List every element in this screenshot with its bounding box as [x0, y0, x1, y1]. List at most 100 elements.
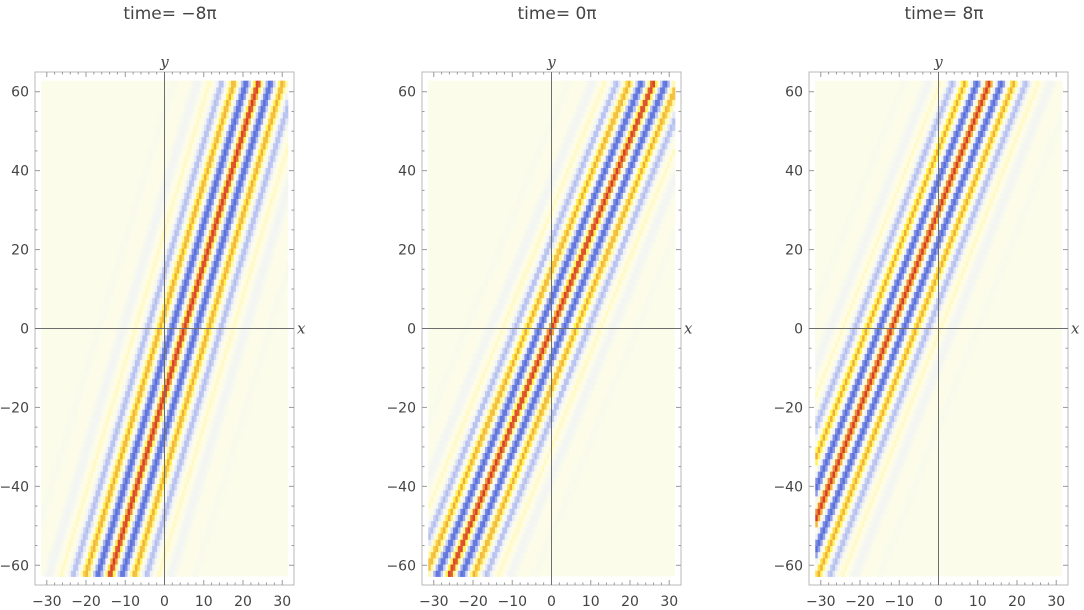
- heatmap-cell: [268, 198, 272, 206]
- heatmap-cell: [218, 303, 222, 311]
- heatmap-cell: [218, 117, 222, 125]
- heatmap-cell: [176, 235, 180, 243]
- heatmap-cell: [176, 285, 180, 292]
- heatmap-cell: [201, 427, 205, 435]
- heatmap-cell: [184, 495, 188, 503]
- heatmap-cell: [127, 247, 131, 255]
- heatmap-cell: [127, 532, 131, 540]
- heatmap-cell: [199, 155, 203, 162]
- heatmap-cell: [250, 291, 254, 299]
- heatmap-cell: [147, 365, 151, 373]
- heatmap-cell: [56, 458, 60, 466]
- heatmap-cell: [115, 415, 119, 423]
- heatmap-cell: [179, 142, 183, 150]
- heatmap-cell: [245, 124, 249, 131]
- heatmap-cell: [248, 309, 252, 317]
- heatmap-cell: [191, 309, 195, 317]
- heatmap-cell: [233, 396, 237, 404]
- heatmap-cell: [162, 136, 166, 144]
- heatmap-cell: [115, 483, 119, 491]
- heatmap-cell: [75, 384, 79, 392]
- heatmap-cell: [149, 520, 153, 528]
- heatmap-cell: [263, 130, 267, 138]
- heatmap-cell: [189, 402, 193, 410]
- heatmap-cell: [147, 539, 151, 546]
- heatmap-cell: [83, 464, 87, 472]
- heatmap-cell: [218, 155, 222, 162]
- heatmap-cell: [233, 297, 237, 305]
- heatmap-cell: [115, 440, 119, 447]
- heatmap-cell: [110, 551, 114, 559]
- heatmap-cell: [120, 291, 124, 299]
- heatmap-cell: [169, 415, 173, 423]
- heatmap-cell: [110, 477, 114, 484]
- heatmap-cell: [164, 508, 168, 515]
- heatmap-cell: [211, 427, 215, 435]
- heatmap-cell: [275, 247, 279, 255]
- heatmap-cell: [120, 563, 124, 571]
- heatmap-cell: [115, 421, 119, 429]
- heatmap-cell: [226, 210, 230, 218]
- heatmap-cell: [125, 452, 129, 460]
- heatmap-cell: [162, 278, 166, 286]
- heatmap-cell: [235, 322, 240, 330]
- heatmap-cell: [127, 551, 131, 559]
- heatmap-cell: [117, 328, 121, 336]
- heatmap-cell: [159, 520, 163, 528]
- heatmap-cell: [250, 86, 254, 94]
- heatmap-cell: [120, 452, 124, 460]
- heatmap-cell: [159, 334, 163, 342]
- heatmap-cell: [105, 415, 109, 423]
- heatmap-cell: [159, 309, 163, 317]
- heatmap-cell: [260, 328, 264, 336]
- heatmap-cell: [127, 495, 131, 503]
- heatmap-cell: [56, 471, 60, 478]
- heatmap-cell: [231, 93, 235, 100]
- heatmap-cell: [194, 384, 198, 392]
- heatmap-cell: [245, 347, 249, 354]
- heatmap-cell: [203, 539, 207, 546]
- heatmap-cell: [194, 291, 198, 299]
- heatmap-cell: [203, 216, 207, 224]
- heatmap-cell: [110, 495, 114, 503]
- heatmap-cell: [275, 130, 279, 138]
- heatmap-cell: [176, 309, 180, 317]
- heatmap-cell: [166, 235, 171, 243]
- heatmap-cell: [245, 371, 249, 379]
- heatmap-cell: [125, 458, 129, 466]
- heatmap-cell: [154, 526, 158, 534]
- heatmap-cell: [169, 291, 173, 299]
- heatmap-cell: [90, 440, 94, 447]
- heatmap-cell: [191, 378, 195, 385]
- heatmap-cell: [194, 93, 198, 100]
- heatmap-cell: [164, 545, 168, 553]
- heatmap-cell: [179, 359, 183, 367]
- heatmap-cell: [73, 520, 77, 528]
- heatmap-cell: [43, 557, 47, 565]
- heatmap-cell: [228, 155, 232, 162]
- heatmap-cell: [83, 427, 87, 435]
- heatmap-cell: [159, 452, 163, 460]
- heatmap-cell: [159, 297, 163, 305]
- heatmap-cell: [201, 477, 205, 484]
- heatmap-cell: [144, 464, 148, 472]
- heatmap-cell: [277, 130, 281, 138]
- heatmap-cell: [90, 371, 94, 379]
- heatmap-cell: [189, 446, 193, 454]
- heatmap-cell: [179, 167, 183, 175]
- heatmap-cell: [58, 557, 62, 565]
- heatmap-cell: [216, 297, 220, 305]
- heatmap-cell: [206, 111, 210, 119]
- heatmap-cell: [211, 204, 215, 212]
- heatmap-cell: [117, 483, 121, 491]
- heatmap-cell: [154, 508, 158, 515]
- heatmap-cell: [174, 347, 178, 354]
- heatmap-cell: [169, 501, 173, 509]
- heatmap-cell: [176, 520, 180, 528]
- heatmap-cell: [233, 254, 237, 261]
- heatmap-cell: [245, 278, 249, 286]
- heatmap-cell: [159, 111, 163, 119]
- heatmap-cell: [277, 186, 281, 193]
- heatmap-cell: [186, 235, 190, 243]
- heatmap-cell: [184, 539, 188, 546]
